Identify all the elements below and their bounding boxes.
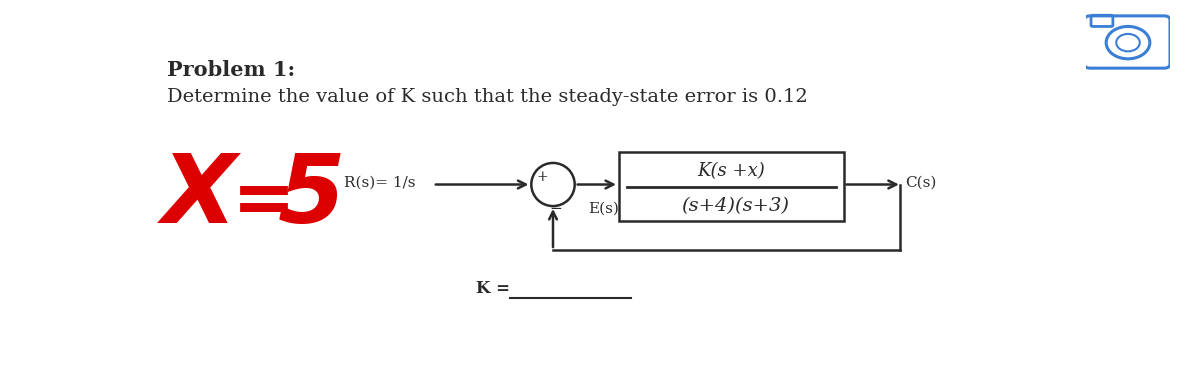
Text: K(s +x): K(s +x): [697, 162, 766, 180]
Text: Problem 1:: Problem 1:: [167, 60, 295, 80]
Text: −: −: [550, 202, 563, 216]
Text: +: +: [536, 170, 548, 184]
Text: E(s): E(s): [588, 202, 619, 216]
Text: C(s): C(s): [906, 176, 937, 190]
Bar: [619, 152, 844, 221]
Text: K =: K =: [475, 280, 510, 297]
Text: Determine the value of K such that the steady-state error is 0.12: Determine the value of K such that the s…: [167, 88, 808, 106]
Text: =: =: [232, 165, 295, 239]
Text: R(s)= 1/s: R(s)= 1/s: [343, 176, 415, 190]
Text: (s+4)(s+3): (s+4)(s+3): [682, 197, 790, 215]
Text: X: X: [162, 150, 236, 243]
Text: 5: 5: [278, 150, 346, 243]
